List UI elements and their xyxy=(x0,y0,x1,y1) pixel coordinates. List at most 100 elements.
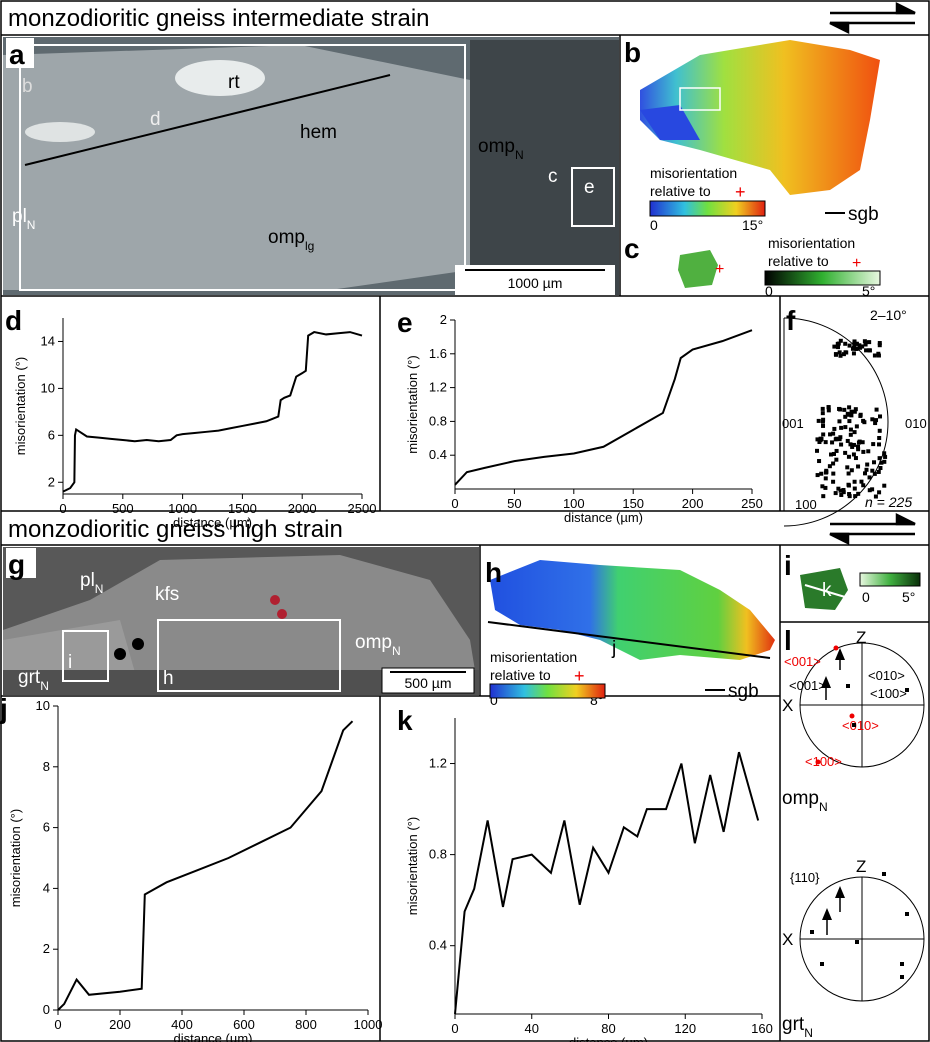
label-text: pl xyxy=(80,570,95,591)
label-sub: N xyxy=(515,148,524,162)
section-title: monzodioritic gneiss intermediate strain xyxy=(8,5,430,32)
axis-label: <100> xyxy=(805,754,842,769)
x-axis-title: distance (µm) xyxy=(564,510,643,525)
pole-point xyxy=(877,490,881,494)
pole-point xyxy=(834,437,838,441)
axis-label: <001> xyxy=(784,654,821,669)
panel-letter: k xyxy=(397,705,413,736)
mineral-label: grtN xyxy=(782,1014,813,1040)
x-tick-label: 800 xyxy=(295,1017,317,1032)
pole-point xyxy=(830,440,834,444)
x-tick-label: 200 xyxy=(682,496,704,511)
panel-c: c + misorientation relative to + 0 5° xyxy=(624,233,880,299)
cross: + xyxy=(574,666,585,686)
figure: monzodioritic gneiss intermediate strain… xyxy=(0,0,930,1042)
y-tick-label: 1.2 xyxy=(429,380,447,395)
pole-point xyxy=(878,414,882,418)
pole-point xyxy=(858,440,862,444)
pole-point xyxy=(815,449,819,453)
y-tick-label: 1.2 xyxy=(429,756,447,771)
label-sub: N xyxy=(804,1026,813,1040)
pole-point xyxy=(868,488,872,492)
pole-point xyxy=(856,492,860,496)
pole-point xyxy=(845,465,849,469)
axis-label: X xyxy=(782,696,793,715)
pole-point xyxy=(823,486,827,490)
label-text: grt xyxy=(18,667,41,688)
panel-a: 1000 µm a b d rt hem c e ompN plN omplg xyxy=(3,37,619,295)
pole-point xyxy=(824,440,828,444)
data-line xyxy=(63,332,362,492)
y-axis-title: misorientation (°) xyxy=(405,355,420,453)
x-tick-label: 400 xyxy=(171,1017,193,1032)
label: hem xyxy=(300,122,337,143)
pole-point xyxy=(871,442,875,446)
pole-point xyxy=(843,425,847,429)
pole-point xyxy=(849,413,853,417)
pole-point xyxy=(856,464,860,468)
pole-point xyxy=(875,408,879,412)
panel-letter: g xyxy=(8,549,25,580)
label: j xyxy=(611,638,616,659)
pole-point xyxy=(824,469,828,473)
pole-point xyxy=(831,472,835,476)
pole-point xyxy=(867,340,871,344)
cross: + xyxy=(852,255,861,272)
panel-g: 500 µm g plN kfs i h ompN grtN xyxy=(3,547,479,695)
x-tick-label: 150 xyxy=(622,496,644,511)
pole-point xyxy=(850,445,854,449)
axis-label: <100> xyxy=(870,686,907,701)
y-tick-label: 4 xyxy=(43,880,50,895)
pole-point xyxy=(878,466,882,470)
x-tick-label: 2500 xyxy=(348,501,377,516)
pole-point xyxy=(878,343,882,347)
sgb-label: sgb xyxy=(848,204,879,225)
x-tick-label: 40 xyxy=(525,1021,539,1036)
pole-point xyxy=(861,450,865,454)
legend-min: 0 xyxy=(862,589,870,605)
pole-point xyxy=(834,458,838,462)
range-label: 2–10° xyxy=(870,307,907,323)
pole-point xyxy=(849,428,853,432)
y-tick-label: 2 xyxy=(48,474,55,489)
pole-points xyxy=(815,339,887,499)
y-tick-label: 2 xyxy=(43,941,50,956)
pole-point xyxy=(883,455,887,459)
axis-label: <001> xyxy=(789,678,826,693)
label-sub: N xyxy=(392,644,401,658)
pole-point xyxy=(864,468,868,472)
pole-point xyxy=(847,419,851,423)
pole-point xyxy=(853,430,857,434)
x-tick-label: 120 xyxy=(674,1021,696,1036)
pole-point xyxy=(861,483,865,487)
label-sub: lg xyxy=(305,239,314,253)
pole-point xyxy=(848,494,852,498)
pole-point xyxy=(856,447,860,451)
data-line xyxy=(58,721,353,1010)
legend-text: relative to xyxy=(490,667,551,683)
y-tick-label: 0 xyxy=(43,1002,50,1017)
x-tick-label: 0 xyxy=(54,1017,61,1032)
pole-point xyxy=(873,472,877,476)
axis-label: 010 xyxy=(905,416,927,431)
x-tick-label: 1500 xyxy=(228,501,257,516)
panel-letter: i xyxy=(784,550,792,581)
pole-point xyxy=(874,495,878,499)
pole-point xyxy=(877,442,881,446)
x-tick-label: 0 xyxy=(451,496,458,511)
pole-point xyxy=(877,470,881,474)
scale-label: 500 µm xyxy=(405,675,452,691)
pole-point xyxy=(866,449,870,453)
pole-point xyxy=(832,452,836,456)
legend-min: 0 xyxy=(765,283,773,299)
x-tick-label: 600 xyxy=(233,1017,255,1032)
pole-point xyxy=(839,426,843,430)
label: d xyxy=(150,109,161,130)
x-tick-label: 0 xyxy=(59,501,66,516)
axis-label: Z xyxy=(856,857,866,876)
count-label: n = 225 xyxy=(865,494,912,510)
legend-text: misorientation xyxy=(768,235,855,251)
scale-label: 1000 µm xyxy=(508,275,563,291)
x-tick-label: 0 xyxy=(451,1021,458,1036)
pole-point xyxy=(860,344,864,348)
